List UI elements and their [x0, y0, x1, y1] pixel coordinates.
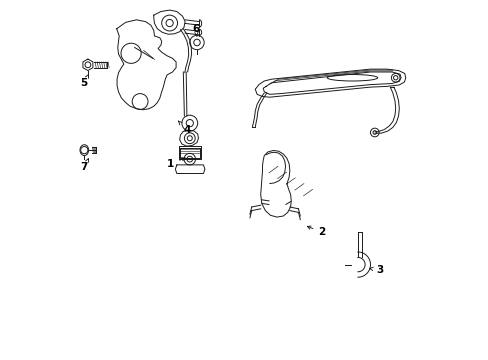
Text: 5: 5	[81, 75, 88, 88]
Text: 3: 3	[369, 265, 382, 275]
Text: 7: 7	[81, 159, 88, 172]
Text: 4: 4	[178, 121, 190, 135]
Text: 6: 6	[192, 24, 199, 37]
Text: 2: 2	[307, 226, 325, 237]
Text: 1: 1	[167, 158, 185, 169]
